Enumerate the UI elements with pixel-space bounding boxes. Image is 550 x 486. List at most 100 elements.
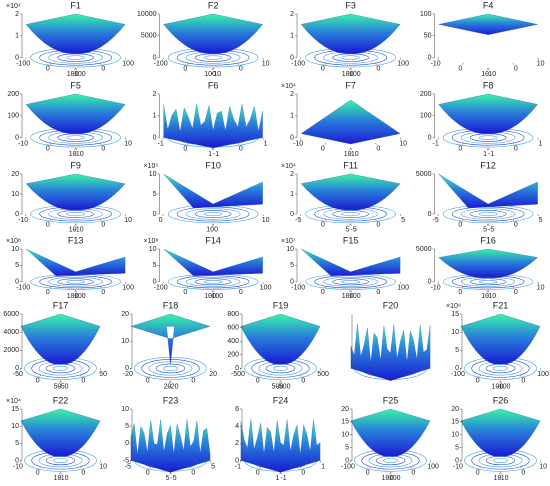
- x-tick-label: -10: [18, 217, 28, 224]
- panel-title: F16: [480, 235, 496, 245]
- surface: [163, 248, 263, 276]
- surface: [25, 13, 126, 54]
- z-tick-label: 5: [455, 444, 459, 451]
- y-tick: [124, 281, 127, 284]
- z-tick-label: 200: [227, 352, 239, 359]
- x-tick: [299, 281, 302, 284]
- panel-title: F7: [345, 80, 356, 90]
- y-tick-label: 1: [321, 463, 325, 470]
- x-tick-label: -5: [433, 217, 439, 224]
- x-tick: [239, 368, 242, 371]
- x-tick: [187, 62, 189, 65]
- x-tick: [279, 472, 281, 475]
- x-tick-label: 10: [344, 151, 352, 158]
- z-tick-label: 0: [153, 211, 157, 218]
- y-tick: [170, 380, 172, 383]
- x-tick: [437, 137, 439, 140]
- z-tick-label: 6: [235, 406, 239, 413]
- y-tick: [350, 67, 352, 71]
- y-tick-label: 5: [401, 217, 405, 224]
- x-tick-label: 0: [159, 217, 163, 224]
- y-tick-label: 10: [262, 217, 270, 224]
- x-tick: [486, 223, 489, 226]
- x-tick: [74, 147, 76, 151]
- y-tick: [124, 213, 127, 217]
- surface: [301, 248, 401, 276]
- y-tick-label: 0: [376, 289, 380, 296]
- panel-title: F5: [70, 80, 81, 90]
- x-tick: [259, 466, 261, 469]
- x-tick: [349, 460, 352, 463]
- contour: [332, 278, 369, 286]
- contour: [194, 278, 232, 286]
- axis-exponent: ×10⁴: [281, 83, 296, 90]
- z-tick-label: 0: [15, 54, 19, 61]
- y-tick: [520, 374, 522, 377]
- x-tick-label: -20: [123, 371, 133, 378]
- z-tick-label: 20: [121, 311, 129, 318]
- x-tick-label: 10: [494, 475, 502, 482]
- z-tick-label: 2: [235, 440, 239, 447]
- z-tick-label: 1: [290, 113, 294, 120]
- contour: [57, 210, 94, 218]
- panel-title: F12: [480, 160, 496, 170]
- contour: [203, 279, 223, 284]
- contour: [341, 211, 360, 217]
- surface: [163, 173, 263, 209]
- x-tick: [74, 67, 76, 71]
- contour: [66, 211, 85, 217]
- x-tick: [437, 213, 439, 217]
- y-tick: [537, 281, 539, 284]
- y-tick: [75, 147, 77, 151]
- z-tick-label: 0: [15, 211, 19, 218]
- y-tick: [537, 57, 539, 60]
- x-tick-label: 0: [256, 469, 260, 476]
- contour: [478, 135, 498, 140]
- z-tick-label: 10: [121, 406, 129, 413]
- y-tick: [280, 380, 282, 383]
- y-tick-label: 0: [81, 469, 85, 476]
- surface: [460, 408, 541, 457]
- y-tick: [262, 137, 264, 140]
- x-tick-label: -1: [433, 140, 439, 147]
- x-tick: [369, 466, 371, 469]
- y-tick-label: 0: [191, 377, 195, 384]
- x-tick: [324, 62, 327, 65]
- panel-title: F11: [343, 160, 358, 170]
- y-tick: [350, 147, 352, 151]
- z-tick-label: 0: [15, 134, 19, 141]
- contour: [66, 279, 85, 284]
- panel-title: F13: [68, 235, 84, 245]
- panel-title: F3: [345, 0, 356, 10]
- z-tick-label: 5000: [416, 171, 432, 178]
- y-tick: [350, 290, 352, 293]
- z-tick-label: 1: [15, 33, 19, 40]
- surface: [438, 93, 538, 134]
- x-tick-label: 10: [54, 475, 62, 482]
- panel-title: F25: [383, 395, 399, 405]
- y-tick-label: 100: [427, 463, 439, 470]
- x-tick: [187, 142, 189, 145]
- x-tick-label: -500: [231, 371, 245, 378]
- y-tick-label: 0: [214, 227, 218, 234]
- contour: [332, 53, 369, 62]
- y-tick-label: 0: [376, 146, 380, 153]
- z-tick-label: 1: [153, 113, 157, 120]
- z-tick-label: 0: [15, 365, 19, 372]
- y-tick-label: -5: [351, 227, 357, 234]
- x-tick-label: 0: [321, 289, 325, 296]
- surface: [25, 93, 126, 134]
- y-tick-label: 0: [514, 289, 518, 296]
- contour: [341, 279, 360, 284]
- x-tick: [259, 374, 261, 377]
- x-tick-label: 0: [476, 469, 480, 476]
- x-tick: [59, 472, 61, 475]
- x-tick-label: 10: [481, 293, 489, 300]
- x-tick-label: 1: [276, 475, 280, 482]
- z-tick-label: 2: [290, 11, 294, 18]
